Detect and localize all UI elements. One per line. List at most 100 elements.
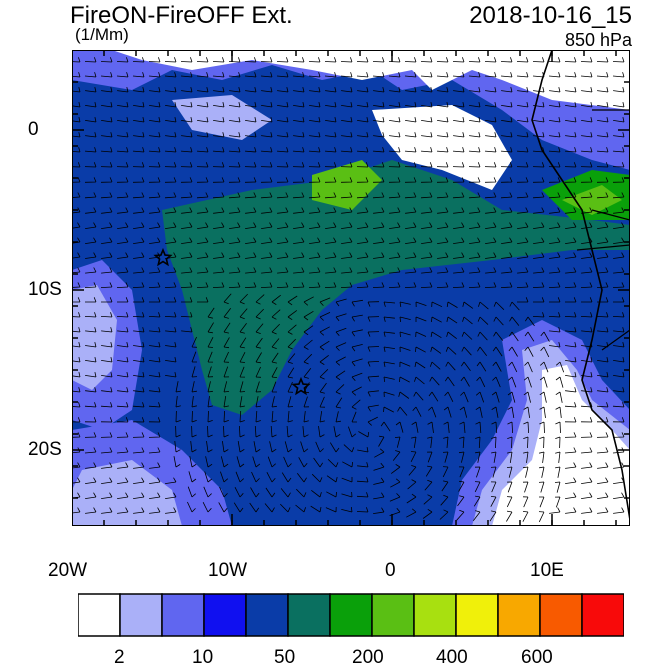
wind-barb [165, 87, 177, 93]
wind-barb [485, 267, 497, 274]
wind-barb [324, 282, 337, 288]
lat-label-20s: 20S [28, 439, 62, 460]
wind-barb [580, 417, 593, 423]
wind-barb [462, 301, 474, 309]
wind-barb [117, 492, 129, 499]
wind-barb [441, 480, 449, 492]
wind-barb [596, 57, 609, 63]
wind-barb [72, 192, 81, 198]
wind-barb [101, 492, 113, 499]
wind-barb [475, 436, 481, 449]
wind-barb [100, 162, 113, 168]
wind-barb [564, 162, 577, 168]
wind-barb [335, 342, 347, 351]
wind-barb [613, 477, 625, 484]
wind-barb [580, 147, 593, 153]
wind-barb [613, 342, 625, 348]
wind-barb [565, 102, 577, 108]
wind-barb [117, 237, 129, 244]
wind-barb [517, 252, 529, 259]
wind-barb [399, 376, 410, 383]
wind-barb [276, 192, 289, 199]
wind-barb [101, 117, 113, 123]
wind-barb [442, 451, 449, 463]
lat-label-0: 0 [28, 119, 39, 140]
wind-barb [549, 222, 561, 229]
wind-barb [508, 331, 519, 342]
wind-barb [580, 57, 593, 63]
wind-barb [308, 57, 321, 63]
wind-barb [452, 57, 465, 63]
wind-barb [341, 102, 353, 108]
wind-barb [453, 222, 465, 229]
wind-barb [223, 410, 229, 423]
wind-barb [239, 396, 245, 408]
wind-barb [261, 252, 273, 259]
wind-barb [250, 487, 260, 498]
wind-barb [555, 361, 565, 373]
wind-barb [484, 162, 497, 168]
wind-barb [244, 72, 257, 78]
wind-barb [101, 342, 113, 348]
wind-barb [276, 177, 289, 183]
wind-barb [180, 57, 193, 63]
wind-barb [564, 72, 577, 78]
wind-barb [373, 492, 385, 500]
wind-barb [596, 402, 609, 408]
wind-barb [357, 87, 369, 93]
wind-barb [597, 327, 609, 333]
wind-barb [533, 237, 545, 244]
wind-barb [277, 132, 289, 138]
colorbar-label-2: 2 [114, 647, 125, 668]
wind-barb [612, 72, 625, 78]
wind-barb [85, 102, 97, 108]
wind-barb [132, 417, 145, 423]
wind-barb [212, 282, 225, 288]
wind-barb [491, 391, 500, 403]
wind-barb [277, 252, 289, 259]
wind-barb [373, 462, 385, 471]
wind-barb [367, 390, 379, 397]
wind-barb [206, 441, 213, 453]
wind-barb [516, 57, 529, 63]
wind-barb [565, 297, 577, 303]
wind-barb [287, 338, 296, 350]
wind-barb [581, 327, 593, 333]
wind-barb [148, 162, 161, 168]
wind-barb [597, 507, 609, 514]
wind-barb [85, 357, 97, 363]
wind-barb [469, 252, 481, 259]
wind-barb [309, 252, 321, 259]
wind-barb [255, 396, 261, 408]
wind-barb [132, 282, 145, 288]
wind-barb [404, 72, 417, 78]
wind-barb [489, 510, 497, 522]
wind-barb [333, 426, 341, 438]
wind-barb [341, 117, 353, 123]
wind-barb [565, 507, 577, 514]
wind-barb [292, 72, 305, 78]
wind-barb [335, 384, 345, 395]
extinction-map [72, 50, 630, 526]
wind-barb [399, 301, 411, 307]
wind-barb [517, 267, 529, 274]
wind-barb [244, 177, 257, 183]
wind-barb [265, 487, 276, 498]
wind-barb [421, 207, 433, 214]
wind-barb [72, 357, 81, 363]
wind-barb [276, 72, 289, 78]
wind-barb [287, 410, 293, 423]
wind-barb [101, 267, 113, 274]
wind-barb [133, 507, 145, 514]
wind-barb [580, 192, 593, 199]
pressure-level-label: 850 hPa [564, 30, 632, 50]
wind-barb [72, 147, 81, 153]
wind-barb [212, 147, 225, 153]
wind-barb [383, 316, 395, 322]
wind-barb [213, 207, 225, 214]
wind-barb [84, 192, 97, 199]
wind-barb [245, 252, 257, 259]
wind-barb [459, 406, 468, 418]
wind-barb [517, 237, 529, 244]
wind-barb [213, 132, 225, 138]
